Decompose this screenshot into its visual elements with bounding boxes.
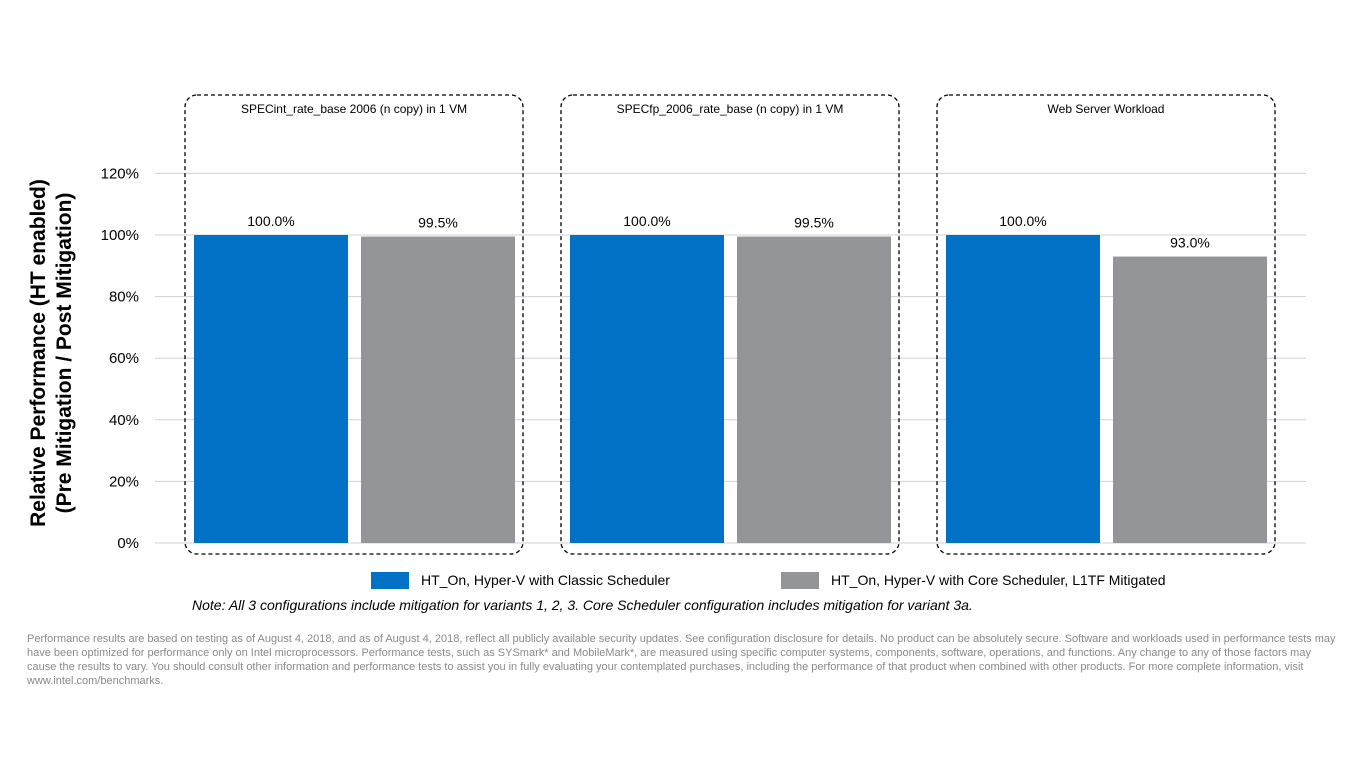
bar <box>1113 256 1267 543</box>
y-tick-label: 80% <box>109 289 139 306</box>
bar <box>946 235 1100 543</box>
group-frame <box>936 94 1276 555</box>
bar <box>737 236 891 544</box>
y-tick-label: 100% <box>101 227 139 244</box>
bar-value-label: 93.0% <box>1170 235 1210 251</box>
bar-value-label: 99.5% <box>418 215 458 231</box>
group-title: SPECfp_2006_rate_base (n copy) in 1 VM <box>617 102 844 116</box>
bar <box>361 236 515 544</box>
group-frame <box>560 94 900 555</box>
bar-value-label: 99.5% <box>794 215 834 231</box>
legend: HT_On, Hyper-V with Classic Scheduler HT… <box>0 570 1360 590</box>
y-tick-label: 120% <box>101 165 139 182</box>
legend-swatch-blue <box>371 571 409 589</box>
disclaimer-text: Performance results are based on testing… <box>27 633 1336 687</box>
group-title: Web Server Workload <box>1048 102 1165 116</box>
bar <box>570 235 724 543</box>
group-title: SPECint_rate_base 2006 (n copy) in 1 VM <box>241 102 467 116</box>
legend-item-core: HT_On, Hyper-V with Core Scheduler, L1TF… <box>781 570 1166 590</box>
bar-value-label: 100.0% <box>999 213 1046 229</box>
y-tick-label: 20% <box>109 473 139 490</box>
y-axis-title-line2: (Pre Mitigation / Post Mitigation) <box>53 192 76 514</box>
y-tick-label: 0% <box>117 535 139 552</box>
legend-item-classic: HT_On, Hyper-V with Classic Scheduler <box>371 570 670 590</box>
footnote: Note: All 3 configurations include mitig… <box>192 597 973 613</box>
bar-value-label: 100.0% <box>623 213 670 229</box>
y-tick-label: 40% <box>109 412 139 429</box>
bar <box>194 235 348 543</box>
y-tick-label: 60% <box>109 350 139 367</box>
group-frame <box>184 94 524 555</box>
bar-chart: 0% 20% 40% 60% 80% 100% 120% SPECint_rate_base … <box>101 94 1306 555</box>
legend-label-core: HT_On, Hyper-V with Core Scheduler, L1TF… <box>831 572 1166 588</box>
bar-value-label: 100.0% <box>247 213 294 229</box>
legend-label-classic: HT_On, Hyper-V with Classic Scheduler <box>421 572 670 588</box>
legend-swatch-gray <box>781 571 819 589</box>
y-axis-title-line1: Relative Performance (HT enabled) <box>27 179 50 527</box>
y-axis-title: Relative Performance (HT enabled) (Pre M… <box>26 153 78 553</box>
